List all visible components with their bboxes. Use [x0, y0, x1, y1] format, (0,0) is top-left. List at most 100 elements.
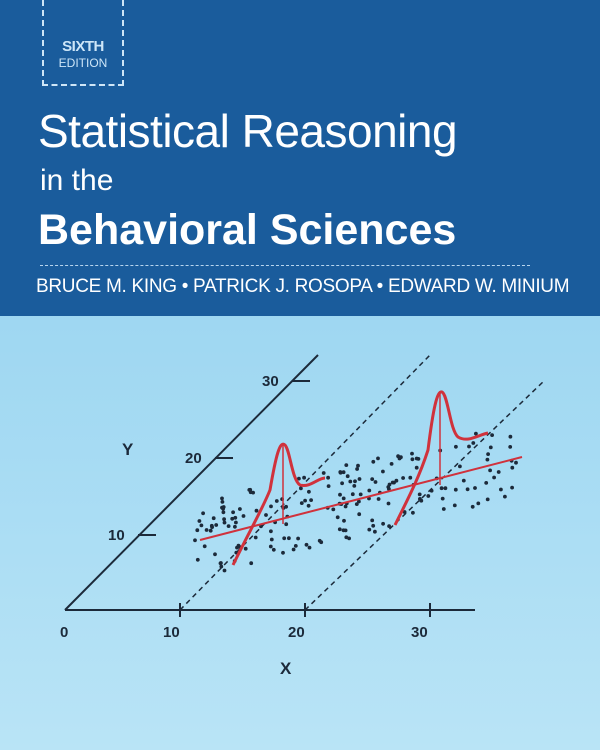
scatter-dot — [326, 484, 331, 488]
y-tick-label-10: 10 — [108, 527, 125, 544]
scatter-dot — [271, 547, 276, 552]
y-tick-label-30: 30 — [262, 373, 279, 390]
scatter-dot — [352, 484, 357, 488]
scatter-dot — [440, 496, 445, 501]
scatter-dot — [253, 535, 258, 540]
scatter-dot — [293, 544, 298, 548]
dashed-guide-1 — [179, 354, 431, 611]
scatter-dot — [389, 462, 394, 466]
scatter-dot — [343, 504, 348, 509]
scatter-dot — [474, 431, 478, 436]
scatter-dot — [222, 517, 227, 522]
scatter-dot — [234, 520, 238, 525]
scatter-dot — [470, 504, 475, 509]
scatter-dot — [195, 528, 200, 533]
scatter-dot — [195, 557, 200, 562]
scatter-dot — [367, 527, 372, 532]
scatter-dot — [486, 452, 490, 456]
scatter-dot — [208, 528, 213, 533]
scatter-dot — [441, 507, 446, 511]
scatter-dot — [291, 547, 296, 552]
scatter-dot — [371, 459, 376, 464]
scatter-dot — [414, 465, 419, 470]
scatter-dot — [381, 469, 385, 474]
scatter-dot — [396, 454, 400, 459]
scatter-dot — [367, 488, 372, 493]
scatter-dot — [410, 451, 414, 456]
scatter-dot — [356, 463, 360, 468]
scatter-dot — [510, 465, 515, 470]
scatter-dot — [355, 467, 359, 471]
authors: BRUCE M. KING • PATRICK J. ROSOPA • EDWA… — [36, 276, 570, 297]
scatter-dot — [282, 536, 287, 541]
scatter-dot — [321, 471, 326, 475]
divider — [40, 265, 530, 266]
scatter-dot — [341, 470, 346, 475]
scatter-dot — [387, 487, 391, 491]
scatter-dot — [243, 546, 248, 551]
scatter-dot — [485, 497, 490, 502]
scatter-dot — [488, 445, 493, 450]
scatter-dot — [306, 503, 311, 508]
scatter-dot — [317, 538, 322, 543]
scatter-dot — [284, 522, 289, 527]
scatter-dot — [341, 496, 346, 501]
scatter-dot — [231, 510, 236, 515]
scatter-dot — [390, 480, 395, 485]
x-axis-label: X — [280, 659, 292, 678]
scatter-dot — [357, 477, 362, 481]
scatter-dot — [214, 523, 219, 527]
scatter-dot — [387, 524, 391, 528]
scatter-dot — [354, 502, 359, 506]
scatter-dot — [335, 515, 340, 520]
scatter-dot — [337, 527, 342, 532]
scatter-dot — [296, 536, 300, 541]
scatter-dot — [238, 507, 242, 511]
scatter-dot — [488, 468, 492, 473]
scatter-dot — [350, 492, 355, 497]
scatter-dot — [373, 529, 377, 534]
scatter-dot — [347, 536, 351, 541]
scatter-dot — [302, 475, 306, 480]
scatter-dot — [249, 561, 254, 566]
scatter-dot — [508, 445, 513, 449]
x-tick-label-10: 10 — [163, 624, 180, 641]
scatter-dot — [381, 521, 385, 526]
scatter-dot — [269, 537, 274, 542]
scatter-dot — [220, 496, 224, 501]
scatter-dot — [309, 498, 313, 502]
edition-number: SIXTH — [62, 38, 104, 55]
scatter-dot — [218, 561, 223, 566]
title-line-3: Behavioral Sciences — [38, 206, 457, 254]
scatter-dot — [338, 470, 343, 475]
scatter-dot — [452, 503, 457, 508]
title-line-1: Statistical Reasoning — [38, 105, 458, 157]
scatter-dot — [454, 444, 458, 449]
scatter-dot — [211, 516, 216, 521]
scatter-dot — [484, 481, 489, 485]
dashed-guide-2 — [304, 379, 546, 611]
scatter-dot — [226, 524, 231, 528]
scatter-dot — [284, 504, 288, 509]
scatter-dot — [514, 460, 518, 465]
scatter-dot — [348, 479, 353, 484]
scatter-dot — [465, 487, 470, 492]
scatter-dot — [274, 499, 279, 503]
scatter-dot — [236, 543, 241, 548]
scatter-dot — [473, 486, 477, 490]
scatter-dot — [373, 480, 378, 484]
scatter-dot — [201, 511, 206, 516]
y-axis — [64, 354, 319, 611]
scatter-dot — [503, 494, 507, 499]
scatter-dot — [307, 489, 311, 494]
scatter-dot — [199, 523, 204, 528]
scatter-dot — [443, 486, 448, 491]
scatter-dot — [204, 528, 209, 532]
scatter-dot — [248, 487, 253, 492]
title-line-2: in the — [40, 164, 114, 197]
scatter-dot — [269, 529, 273, 534]
scatter-dot — [281, 550, 285, 555]
scatter-dot — [386, 501, 391, 506]
scatter-dot — [303, 498, 307, 503]
